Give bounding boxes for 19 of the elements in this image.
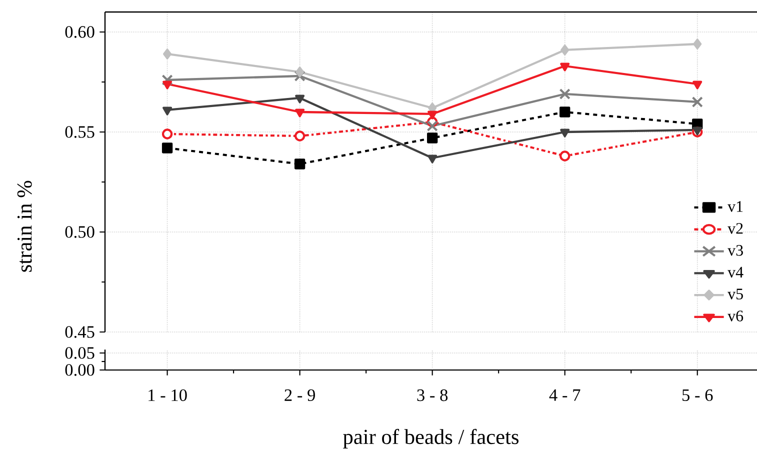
legend-label: v6 [728, 310, 744, 322]
y-tick-label: 0.00 [65, 364, 94, 376]
legend-label: v4 [728, 266, 744, 278]
legend-label: v2 [728, 223, 743, 234]
legend-label: v5 [728, 288, 743, 300]
y-axis-title: strain in % [17, 180, 32, 272]
y-tick-label: 0.45 [65, 326, 94, 338]
legend-label: v1 [728, 201, 743, 212]
x-tick-label: 2 - 9 [284, 389, 315, 402]
legend-label: v3 [728, 244, 743, 256]
x-tick-label: 5 - 6 [682, 389, 713, 402]
y-tick-label: 0.55 [65, 126, 94, 138]
x-tick-label: 1 - 10 [148, 389, 187, 402]
x-tick-label: 3 - 8 [417, 389, 448, 402]
y-tick-label: 0.50 [65, 226, 94, 238]
y-tick-label: 0.05 [65, 347, 94, 359]
x-tick-label: 4 - 7 [549, 389, 580, 401]
y-tick-label: 0.60 [65, 26, 94, 38]
x-axis-title: pair of beads / facets [343, 428, 519, 448]
